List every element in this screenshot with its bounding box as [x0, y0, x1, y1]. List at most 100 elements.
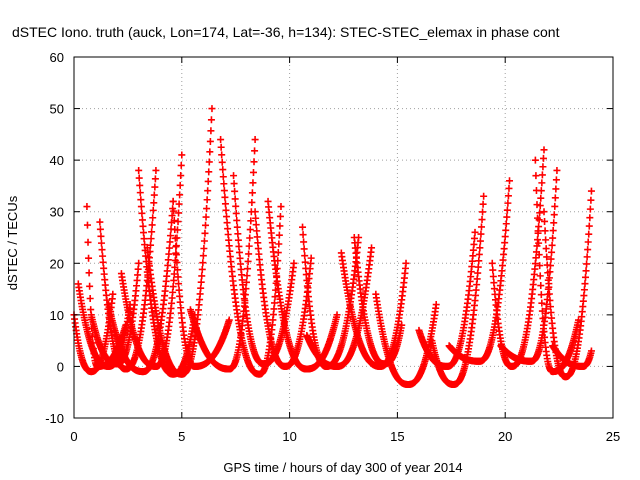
- data-point: [140, 235, 148, 243]
- data-point: [541, 227, 549, 235]
- x-tick-label: 10: [282, 429, 296, 444]
- data-point: [200, 237, 208, 245]
- data-point: [587, 187, 595, 195]
- data-point: [546, 296, 554, 304]
- data-point: [149, 214, 157, 222]
- data-point: [175, 200, 183, 208]
- data-point: [551, 202, 559, 210]
- data-point: [206, 137, 214, 145]
- satellite-pass: [372, 290, 440, 388]
- data-point: [217, 136, 225, 144]
- data-point: [534, 214, 542, 222]
- data-point: [540, 208, 548, 216]
- data-point: [551, 194, 559, 202]
- data-point: [218, 151, 226, 159]
- data-point: [235, 242, 243, 250]
- data-point: [534, 236, 542, 244]
- data-point: [539, 154, 547, 162]
- x-tick-label: 20: [498, 429, 512, 444]
- data-point: [231, 187, 239, 195]
- satellite-pass: [230, 172, 298, 368]
- data-point: [177, 172, 185, 180]
- data-point: [476, 244, 484, 252]
- data-point: [271, 299, 279, 307]
- data-point: [542, 245, 550, 253]
- data-point: [175, 209, 183, 217]
- data-point: [152, 166, 160, 174]
- data-point: [587, 347, 595, 355]
- data-point: [584, 238, 592, 246]
- data-point: [225, 316, 233, 324]
- data-point: [170, 270, 178, 278]
- data-point: [176, 191, 184, 199]
- data-point: [533, 201, 541, 209]
- data-point: [474, 263, 482, 271]
- data-point: [83, 221, 91, 229]
- data-point: [172, 251, 180, 259]
- data-point: [172, 243, 180, 251]
- data-point: [99, 252, 107, 260]
- x-axis: 0 5 10 15 20 25: [70, 57, 620, 444]
- data-point: [244, 257, 252, 265]
- data-point: [168, 212, 176, 220]
- data-point: [474, 269, 482, 277]
- data-point: [151, 183, 159, 191]
- satellite-pass: [217, 136, 285, 378]
- data-point: [234, 236, 242, 244]
- data-point: [249, 168, 257, 176]
- data-point: [502, 220, 510, 228]
- data-point: [243, 272, 251, 280]
- data-marks: [70, 105, 595, 388]
- data-point: [301, 252, 309, 260]
- data-point: [532, 172, 540, 180]
- data-point: [277, 203, 285, 211]
- data-point: [231, 195, 239, 203]
- data-point: [253, 227, 261, 235]
- data-point: [223, 219, 231, 227]
- x-tick-label: 15: [390, 429, 404, 444]
- satellite-pass: [186, 136, 259, 373]
- data-point: [219, 166, 227, 174]
- data-point: [585, 222, 593, 230]
- data-point: [476, 237, 484, 245]
- data-point: [275, 231, 283, 239]
- data-point: [539, 314, 547, 322]
- data-point: [204, 177, 212, 185]
- data-point: [583, 260, 591, 268]
- data-point: [587, 196, 595, 204]
- data-point: [233, 216, 241, 224]
- data-point: [301, 258, 309, 266]
- data-point: [475, 250, 483, 258]
- data-point: [290, 259, 298, 267]
- data-point: [235, 248, 243, 256]
- data-point: [173, 266, 181, 274]
- data-point: [545, 290, 553, 298]
- data-point: [151, 175, 159, 183]
- data-point: [536, 202, 544, 210]
- chart-title: dSTEC Iono. truth (auck, Lon=174, Lat=-3…: [12, 24, 560, 40]
- data-point: [245, 250, 253, 258]
- data-point: [169, 283, 177, 291]
- y-tick-label: 60: [50, 50, 64, 65]
- data-point: [134, 265, 142, 273]
- data-point: [205, 168, 213, 176]
- data-point: [275, 240, 283, 248]
- data-point: [501, 239, 509, 247]
- data-point: [138, 216, 146, 224]
- data-point: [242, 278, 250, 286]
- data-point: [536, 272, 544, 280]
- data-point: [197, 278, 205, 286]
- data-point: [150, 199, 158, 207]
- data-point: [479, 208, 487, 216]
- data-point: [548, 241, 556, 249]
- data-point: [489, 266, 497, 274]
- data-point: [550, 219, 558, 227]
- data-point: [480, 192, 488, 200]
- data-point: [223, 213, 231, 221]
- data-point: [501, 233, 509, 241]
- data-point: [202, 221, 210, 229]
- data-point: [248, 189, 256, 197]
- data-point: [203, 196, 211, 204]
- data-point: [368, 244, 376, 252]
- data-point: [230, 180, 238, 188]
